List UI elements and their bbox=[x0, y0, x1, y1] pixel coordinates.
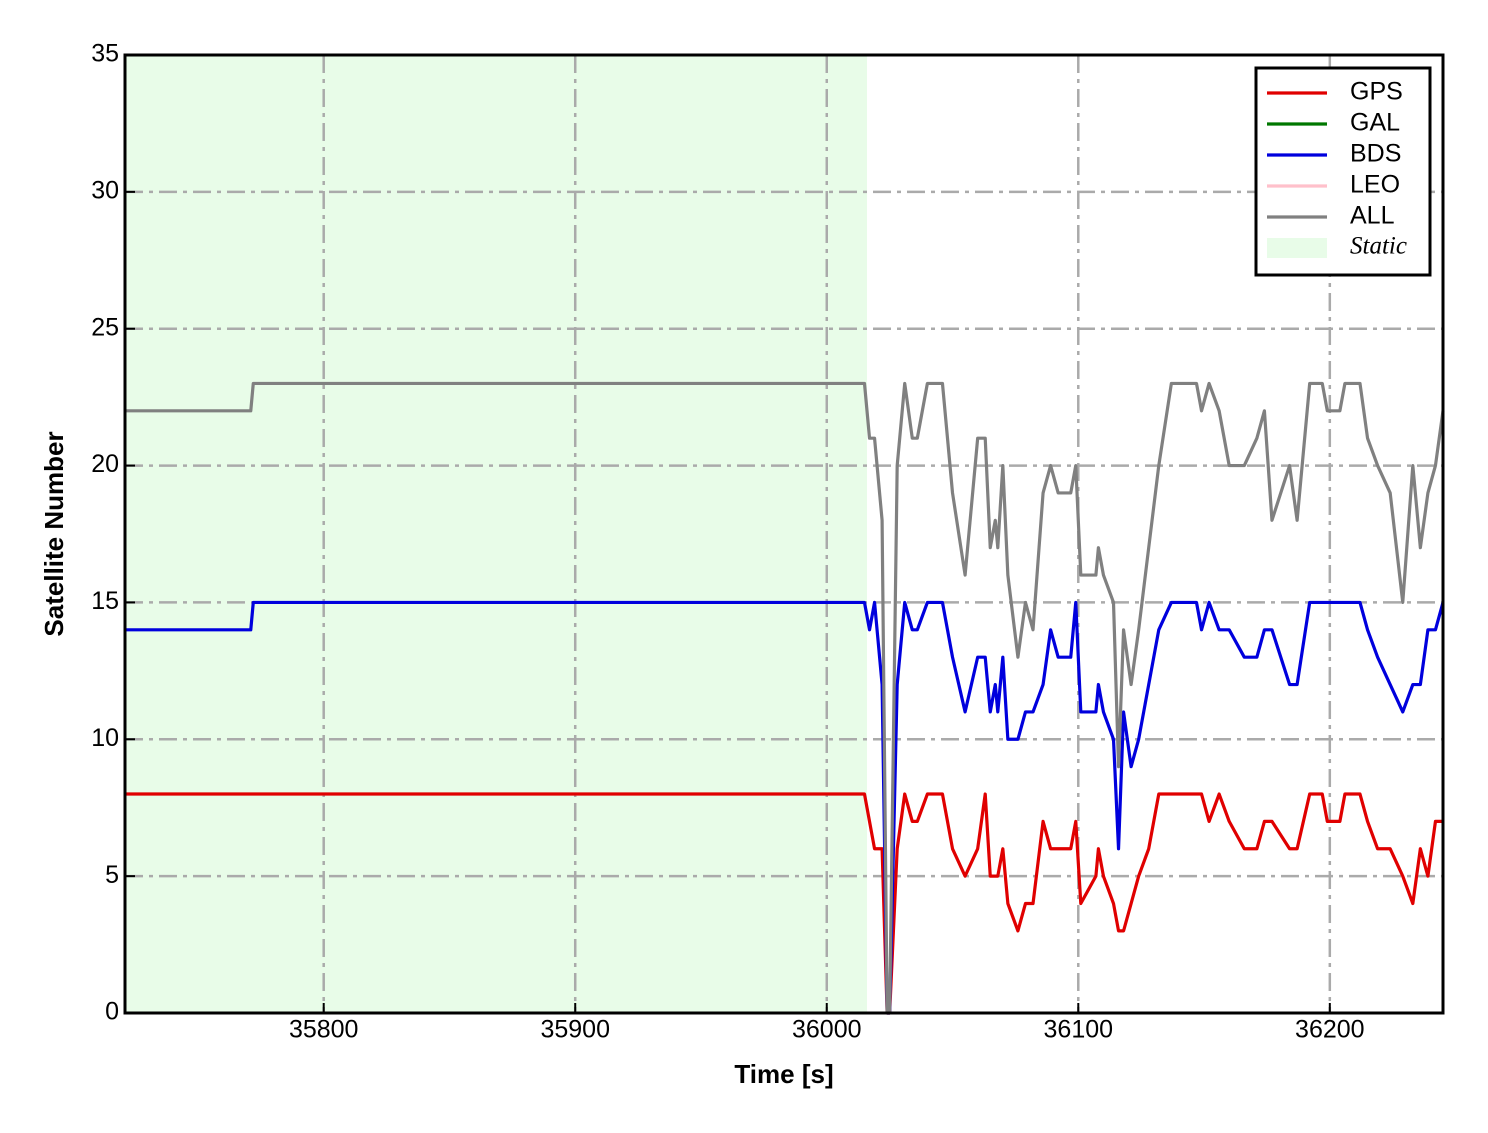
x-tick-label: 36100 bbox=[1044, 1016, 1114, 1044]
series-line bbox=[125, 600, 1445, 1015]
y-tick-label: 25 bbox=[91, 313, 119, 341]
x-tick-label: 36000 bbox=[792, 1016, 862, 1044]
legend-label: GPS bbox=[1350, 78, 1403, 106]
legend-label: BDS bbox=[1350, 140, 1401, 168]
x-axis-label: Time [s] bbox=[734, 1059, 833, 1089]
x-tick-label: 35800 bbox=[289, 1016, 359, 1044]
legend-label: Static bbox=[1350, 233, 1407, 260]
x-tick-label: 36200 bbox=[1295, 1016, 1365, 1044]
y-tick-label: 0 bbox=[105, 998, 119, 1026]
legend-label: ALL bbox=[1350, 202, 1395, 230]
series-line bbox=[125, 381, 1445, 1015]
x-tick-label: 35900 bbox=[540, 1016, 610, 1044]
y-tick-label: 10 bbox=[91, 724, 119, 752]
y-tick-label: 20 bbox=[91, 450, 119, 478]
y-tick-label: 15 bbox=[91, 587, 119, 615]
legend-label: GAL bbox=[1350, 109, 1400, 137]
legend-label: LEO bbox=[1350, 171, 1400, 199]
series-line bbox=[125, 792, 1443, 1015]
y-axis-label: Satellite Number bbox=[39, 431, 69, 636]
legend-swatch bbox=[1267, 238, 1327, 258]
static-span bbox=[125, 55, 868, 1013]
plot-frame bbox=[123, 53, 1445, 1015]
y-tick-label: 30 bbox=[91, 176, 119, 204]
y-tick-label: 35 bbox=[91, 40, 119, 68]
y-tick-label: 5 bbox=[105, 861, 119, 889]
